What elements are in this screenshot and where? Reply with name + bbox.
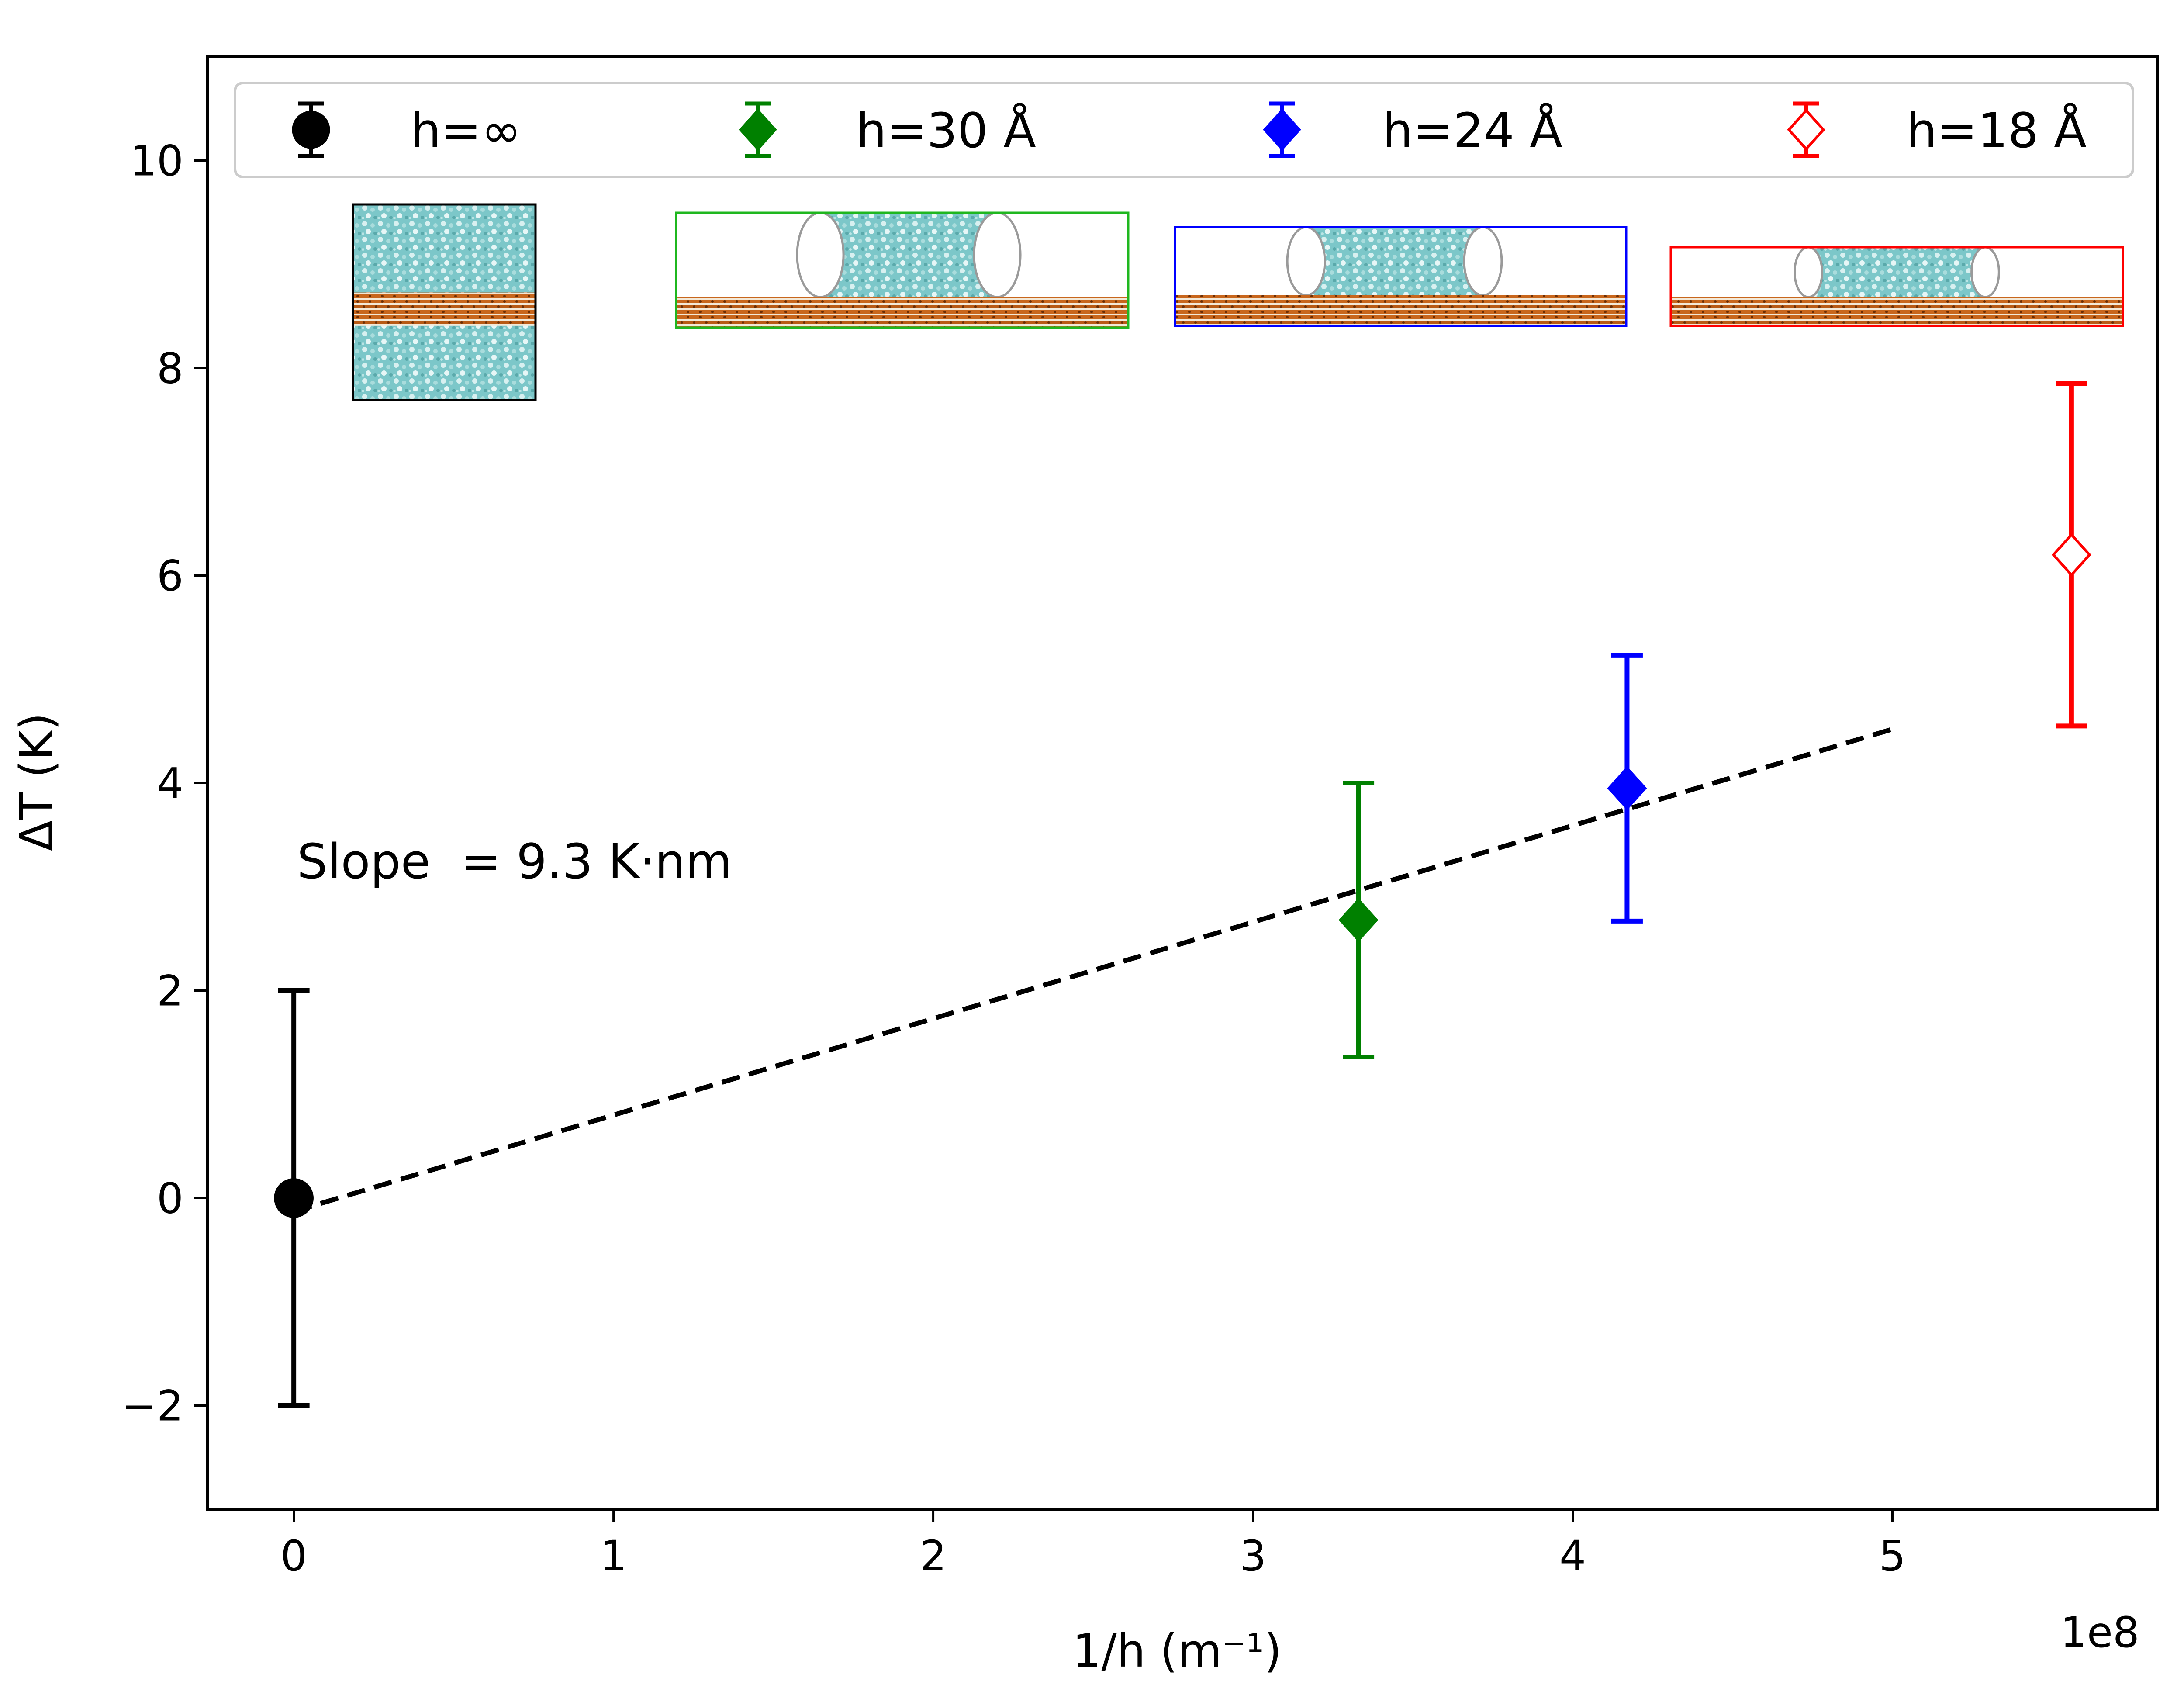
x-tick-label: 0	[280, 1532, 307, 1581]
x-tick-label: 5	[1879, 1532, 1906, 1581]
x-axis-offset-label: 1e8	[2060, 1608, 2139, 1657]
y-tick-label: 6	[157, 552, 183, 601]
data-point	[274, 1178, 314, 1218]
y-tick-label: 4	[157, 759, 183, 808]
y-tick-label: −2	[121, 1382, 183, 1431]
inset-meniscus	[1970, 246, 2000, 298]
inset-snapshot	[675, 211, 1130, 329]
data-point	[1338, 898, 1379, 942]
x-tick-label: 2	[920, 1532, 947, 1581]
fit-line-group	[293, 726, 1894, 1214]
y-axis-ticks: −2 0 2 4 6 8 10	[121, 137, 207, 1431]
inset-meniscus	[1794, 246, 1823, 298]
inset-frame	[675, 211, 1130, 329]
legend-frame	[234, 82, 2134, 178]
x-axis-label: 1/h (m⁻¹)	[1072, 1624, 1282, 1678]
data-point	[1607, 766, 1647, 810]
x-axis-ticks: 0 1 2 3 4 5	[280, 1509, 1906, 1581]
legend-label: h=24 Å	[1382, 102, 1562, 159]
y-axis-label: ΔT (K)	[10, 713, 63, 851]
legend-label: h=∞	[411, 103, 522, 159]
legend-label: h=18 Å	[1907, 102, 2087, 159]
inset-frame	[1669, 246, 2124, 327]
inset-graphene	[1175, 295, 1626, 326]
inset-graphene	[1671, 297, 2123, 326]
fit-line	[293, 726, 1894, 1214]
inset-snapshot	[1669, 246, 2124, 327]
slope-annotation: Slope = 9.3 K·nm	[297, 834, 732, 889]
y-tick-label: 8	[157, 344, 183, 393]
legend-label: h=30 Å	[856, 102, 1036, 159]
inset-water	[1808, 247, 1985, 297]
inset-snapshot	[352, 203, 537, 401]
inset-meniscus	[973, 211, 1022, 298]
legend: h=∞ h=30 Å h=24 Å h=18 Å	[234, 82, 2134, 178]
x-tick-label: 1	[600, 1532, 627, 1581]
y-tick-label: 2	[157, 967, 183, 1016]
data-point	[2051, 533, 2091, 577]
x-tick-label: 3	[1240, 1532, 1266, 1581]
data-marks	[274, 381, 2091, 1408]
inset-graphene	[676, 297, 1128, 328]
legend-marker	[292, 111, 330, 149]
y-tick-label: 10	[130, 137, 183, 186]
inset-images	[352, 203, 2124, 401]
inset-frame	[1174, 226, 1628, 327]
inset-meniscus	[796, 211, 845, 298]
inset-water	[820, 213, 997, 297]
inset-graphene	[353, 292, 536, 326]
inset-snapshot	[1174, 226, 1628, 327]
inset-water	[1306, 227, 1483, 295]
inset-frame	[352, 203, 537, 401]
legend-marker	[1263, 108, 1301, 151]
inset-meniscus	[1286, 226, 1326, 297]
legend-marker	[1787, 108, 1825, 151]
y-tick-label: 0	[157, 1174, 183, 1223]
legend-marker	[739, 108, 777, 151]
x-tick-label: 4	[1559, 1532, 1586, 1581]
inset-meniscus	[1463, 226, 1503, 297]
